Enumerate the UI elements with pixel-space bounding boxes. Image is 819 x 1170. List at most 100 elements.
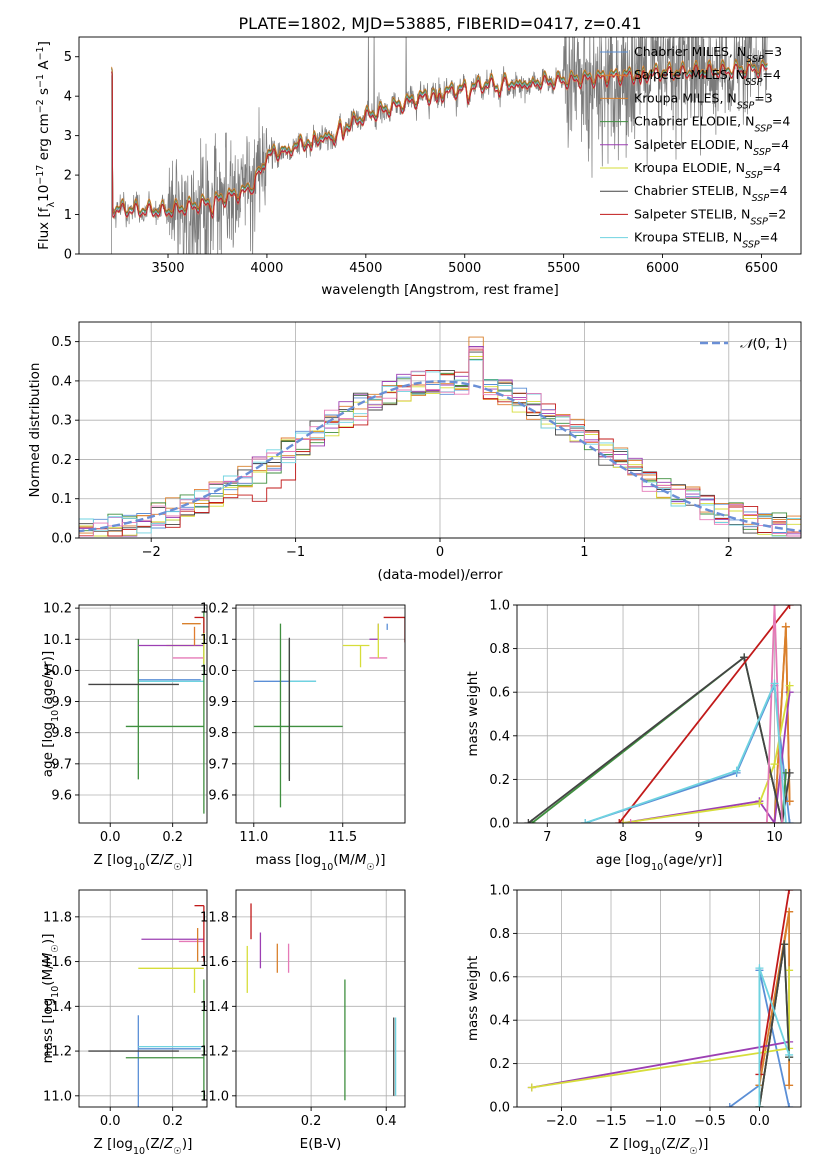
label-part: =3	[754, 90, 772, 105]
y-tick-label: 0.2	[489, 773, 510, 788]
label-part: Chabrier ELODIE, N	[634, 114, 754, 129]
weight-series-marker	[615, 819, 624, 823]
x-tick-label: 6000	[646, 261, 679, 276]
label-part: =4	[762, 160, 780, 175]
observed-spectrum	[111, 37, 768, 254]
y-tick-label: 1.0	[489, 599, 510, 614]
x-axis-label: age [log10(age/yr)]	[596, 852, 722, 873]
x-axis-label: wavelength [Angstrom, rest frame]	[321, 282, 559, 298]
weight-series-marker	[740, 653, 749, 662]
label-part: Salpeter ELODIE, N	[634, 137, 753, 152]
mass_vs_ebv-plot	[246, 903, 397, 1101]
label-part: =4	[771, 137, 789, 152]
label-part: Salpeter MILES, N	[634, 67, 745, 82]
label-part: )]	[375, 852, 386, 868]
age_vs_Z-axes: 0.0 0.2 9.6 9.7 9.8 9.9 10.0 10.1 10.2	[43, 602, 208, 845]
label-part: E(B-V)	[300, 1136, 342, 1152]
chart-title: PLATE=1802, MJD=53885, FIBERID=0417, z=0…	[238, 14, 641, 33]
x-tick-label: −0.5	[694, 1114, 726, 1129]
mass_vs_Z-plot	[88, 905, 205, 1107]
weight-series-marker	[755, 964, 764, 973]
x-tick-label: −2	[142, 545, 161, 560]
age_vs_mass-plot	[253, 616, 405, 808]
y-tick-label: 9.8	[51, 726, 72, 741]
x-tick-label: 0.4	[376, 1114, 397, 1129]
y-axis-label: age [log10(age/yr)]	[40, 651, 61, 777]
label-part: )]	[698, 1136, 709, 1152]
x-axis-label: Z [log10(Z/Z☉)]	[94, 1136, 193, 1157]
spectrum-axes: 3500 4000 4500 5000 5500 6000 6500 0 1 2 3 4 5	[64, 36, 802, 276]
label-part: =3	[764, 44, 782, 59]
weight-series-marker	[785, 605, 794, 609]
legend-label: Salpeter MILES, NSSP=4	[634, 67, 781, 88]
weight_vs_age-axes: 7 8 9 10 0.0 0.2 0.4 0.6 0.8 1.0	[489, 599, 802, 845]
y-tick-label: 1.0	[489, 884, 510, 899]
x-axis-label: Z [log10(Z/Z☉)]	[94, 852, 193, 873]
legend-label: 𝒩(0, 1)	[740, 337, 787, 352]
label-part: SSP	[753, 146, 771, 157]
x-axis-label: E(B-V)	[300, 1136, 342, 1152]
label-part: log	[112, 852, 133, 868]
x-tick-label: 1	[580, 545, 588, 560]
mass_vs_ebv-axes: 0.2 0.4 11.0 11.2 11.4 11.6 11.8	[200, 889, 406, 1129]
data-point	[253, 639, 343, 780]
label-part: 10	[321, 862, 333, 873]
data-point	[383, 616, 405, 643]
y-tick-label: 0.8	[489, 927, 510, 942]
x-tick-label: 0.0	[749, 1114, 770, 1129]
legend-label: Kroupa MILES, NSSP=3	[634, 90, 773, 111]
label-part: M	[355, 852, 367, 868]
model-spectrum	[111, 58, 768, 214]
y-tick-label: 3	[64, 129, 72, 144]
label-part: λ	[46, 202, 57, 208]
label-part: =4	[772, 114, 790, 129]
label-part: Z [	[610, 1136, 629, 1152]
label-part: ☉	[173, 862, 182, 873]
weight-series-marker	[785, 1081, 794, 1090]
weight-series-line	[630, 605, 783, 823]
label-part: M	[40, 952, 56, 964]
label-part: SSP	[750, 216, 768, 227]
axes-frame	[235, 604, 406, 824]
weight-series-line	[623, 626, 791, 823]
y-tick-label: 11.4	[200, 1000, 229, 1015]
y-tick-label: 0.2	[489, 1057, 510, 1072]
label-part: ☉	[50, 944, 61, 953]
y-tick-label: 11.6	[200, 955, 229, 970]
label-part: log	[301, 852, 322, 868]
y-tick-label: 0.0	[51, 532, 72, 547]
label-part: SSP	[745, 77, 763, 88]
axes-frame	[235, 889, 406, 1108]
label-part: ☉	[366, 862, 375, 873]
weight-series-marker	[626, 819, 635, 823]
label-part: 10	[133, 862, 145, 873]
axes-frame	[516, 604, 802, 824]
y-tick-label: 0.0	[489, 1101, 510, 1116]
y-tick-label: 0.5	[51, 335, 72, 350]
x-tick-label: 11.0	[239, 830, 268, 845]
x-tick-label: −1.0	[645, 1114, 677, 1129]
label-part: =4	[762, 67, 780, 82]
weight-series-marker	[770, 679, 779, 688]
x-tick-label: 6500	[745, 261, 778, 276]
legend: 𝒩(0, 1)	[700, 337, 787, 352]
weight-series-marker	[770, 819, 779, 823]
weight-series-marker	[755, 799, 764, 808]
y-tick-label: 10.1	[43, 633, 72, 648]
label-part: −17	[35, 165, 46, 185]
x-tick-label: 0.2	[301, 1114, 322, 1129]
weight-series-marker	[755, 1103, 764, 1107]
y-tick-label: 11.0	[43, 1089, 72, 1104]
label-part: s	[36, 88, 52, 99]
label-part: (age/yr)]	[663, 852, 722, 868]
label-part: mass [	[256, 852, 301, 868]
x-axis-label: mass [log10(M/M☉)]	[256, 852, 386, 873]
y-tick-label: 9.7	[51, 757, 72, 772]
label-part: Chabrier STELIB, N	[634, 183, 752, 198]
weight-series-marker	[762, 819, 771, 823]
y-tick-label: 1	[64, 208, 72, 223]
x-tick-label: 2	[725, 545, 733, 560]
weight-series-marker	[524, 819, 533, 823]
axes-frame	[78, 889, 208, 1108]
